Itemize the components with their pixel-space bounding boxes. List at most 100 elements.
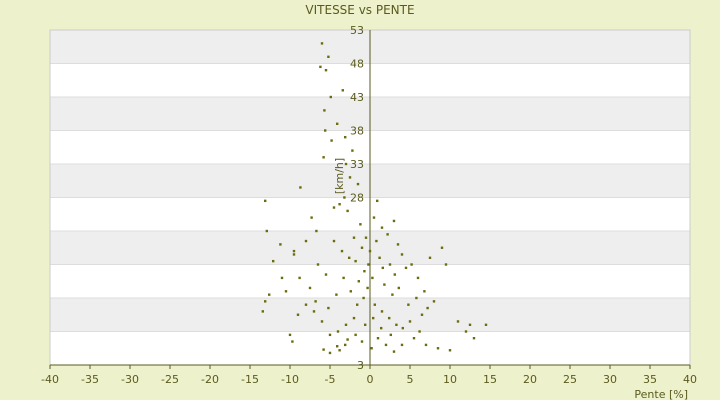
- data-point: [352, 236, 356, 239]
- data-point: [292, 253, 296, 256]
- data-point: [348, 176, 352, 179]
- data-point: [312, 310, 316, 313]
- data-point: [395, 323, 398, 326]
- data-point: [380, 326, 383, 330]
- y-tick-label: 48: [350, 58, 364, 71]
- data-point: [342, 276, 345, 280]
- data-point: [391, 293, 394, 296]
- data-points: [261, 42, 488, 355]
- data-point: [336, 330, 340, 333]
- data-point: [456, 320, 460, 323]
- data-point: [354, 333, 357, 337]
- data-point: [372, 216, 376, 219]
- data-point: [360, 340, 364, 343]
- data-point: [344, 162, 348, 166]
- x-tick-label: 30: [603, 373, 617, 386]
- data-point: [343, 196, 346, 199]
- data-point: [292, 249, 296, 253]
- data-point: [388, 316, 391, 320]
- y-tick-label: 33: [350, 158, 364, 171]
- x-axis-label: Pente [%]: [634, 388, 688, 400]
- data-point: [376, 199, 379, 203]
- data-point: [328, 333, 332, 337]
- data-point: [407, 303, 410, 306]
- data-point: [268, 293, 271, 296]
- y-tick-label: 43: [350, 91, 364, 104]
- x-tick-label: -25: [161, 373, 179, 386]
- data-point: [375, 239, 378, 243]
- x-tick-label: 0: [367, 373, 374, 386]
- data-point: [412, 337, 416, 340]
- data-point: [356, 303, 359, 306]
- data-point: [484, 323, 488, 326]
- data-point: [367, 263, 370, 266]
- data-point: [420, 313, 424, 316]
- data-point: [360, 246, 364, 249]
- data-point: [366, 286, 369, 290]
- data-point: [464, 330, 468, 333]
- data-point: [279, 243, 282, 246]
- data-point: [400, 253, 404, 256]
- data-point: [356, 182, 360, 186]
- data-point: [440, 246, 444, 249]
- data-point: [368, 249, 372, 253]
- data-point: [448, 349, 452, 352]
- data-point: [322, 156, 325, 159]
- data-point: [378, 256, 381, 259]
- x-tick-label: 25: [563, 373, 577, 386]
- data-point: [392, 219, 396, 223]
- x-tick-label: -35: [81, 373, 99, 386]
- x-tick-label: -40: [41, 373, 59, 386]
- data-point: [319, 65, 322, 69]
- data-point: [392, 350, 396, 353]
- x-tick-label: -5: [325, 373, 336, 386]
- data-point: [328, 351, 332, 355]
- data-point: [291, 340, 294, 343]
- data-point: [386, 233, 389, 236]
- data-point: [372, 316, 375, 320]
- data-point: [364, 236, 368, 239]
- data-point: [349, 290, 352, 293]
- data-point: [401, 326, 404, 330]
- data-point: [336, 122, 339, 125]
- data-point: [352, 316, 356, 320]
- data-point: [362, 296, 365, 300]
- data-point: [384, 343, 388, 347]
- data-point: [426, 306, 429, 310]
- data-point: [324, 273, 328, 276]
- data-point: [329, 95, 332, 99]
- data-point: [371, 276, 374, 280]
- data-point: [444, 263, 448, 266]
- data-point: [436, 347, 440, 350]
- data-point: [359, 223, 362, 226]
- data-point: [264, 300, 267, 303]
- y-axis-label: [km/h]: [333, 158, 346, 194]
- data-point: [344, 323, 348, 326]
- data-point: [423, 290, 426, 293]
- data-point: [338, 349, 341, 352]
- data-point: [320, 42, 324, 45]
- data-point: [264, 199, 267, 203]
- data-point: [396, 243, 400, 246]
- data-point: [432, 300, 436, 303]
- x-tick-label: -10: [281, 373, 299, 386]
- data-point: [296, 313, 300, 316]
- data-point: [389, 333, 392, 337]
- data-point: [415, 296, 418, 300]
- data-point: [404, 266, 408, 270]
- data-point: [400, 343, 404, 347]
- data-point: [324, 129, 327, 132]
- data-point: [376, 337, 380, 340]
- y-tick-label: 28: [350, 192, 364, 205]
- chart-title: VITESSE vs PENTE: [305, 3, 414, 17]
- data-point: [472, 337, 476, 340]
- data-point: [424, 343, 428, 347]
- data-point: [322, 348, 325, 351]
- y-tick-label: 53: [350, 24, 364, 37]
- data-point: [332, 206, 336, 209]
- data-point: [336, 345, 339, 348]
- data-point: [468, 323, 472, 326]
- data-point: [380, 226, 384, 229]
- data-point: [363, 270, 366, 273]
